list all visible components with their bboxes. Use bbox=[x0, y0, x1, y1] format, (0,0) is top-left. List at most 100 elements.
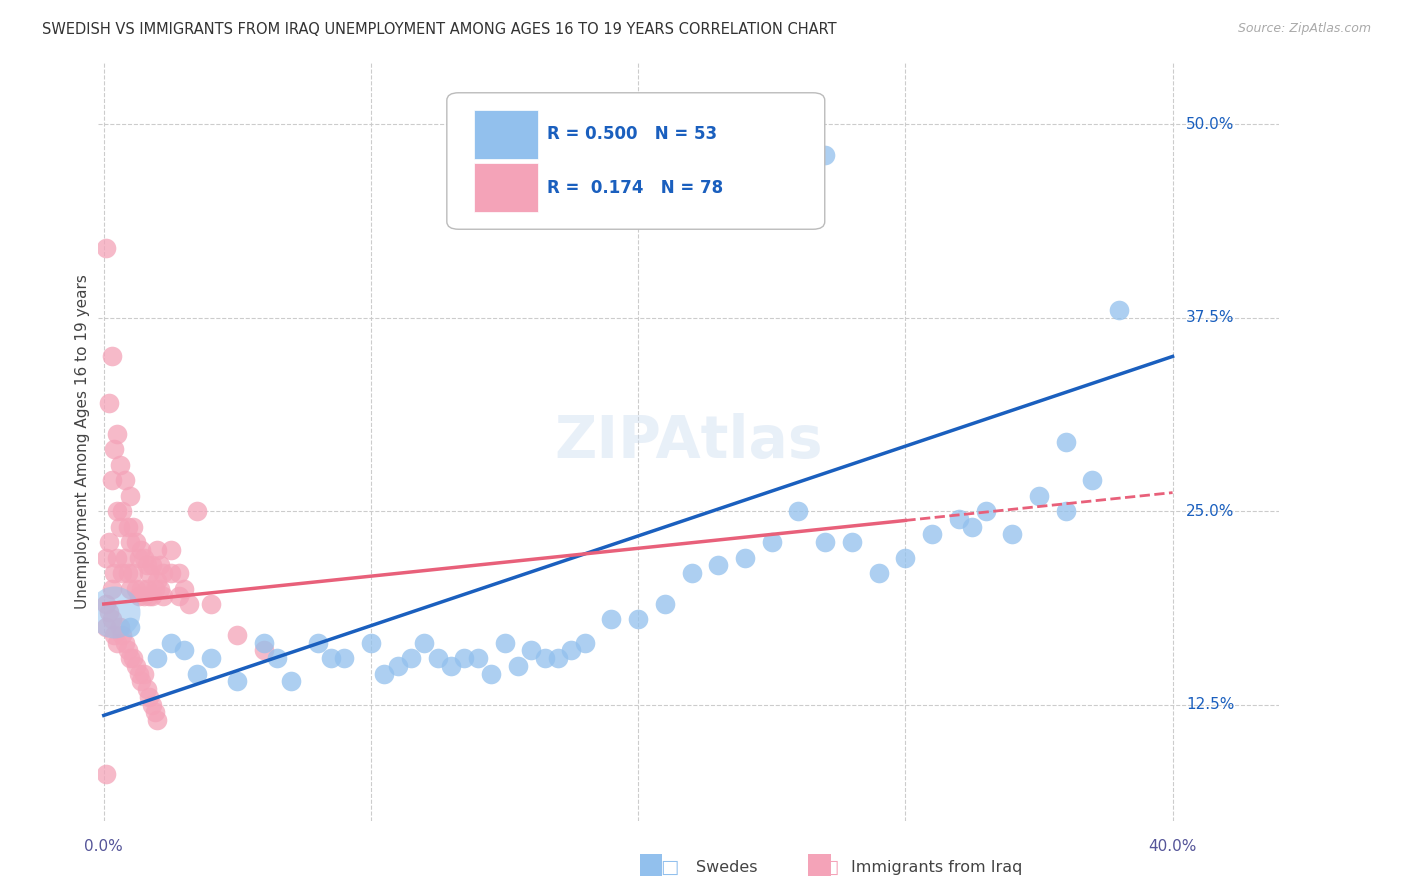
Point bbox=[200, 597, 222, 611]
Text: □: □ bbox=[820, 857, 839, 877]
Point bbox=[128, 666, 150, 681]
Point bbox=[143, 582, 166, 596]
Point bbox=[894, 550, 917, 565]
Point bbox=[146, 651, 169, 665]
Point bbox=[868, 566, 890, 580]
Point bbox=[253, 643, 276, 657]
Point bbox=[120, 620, 142, 634]
Text: Source: ZipAtlas.com: Source: ZipAtlas.com bbox=[1237, 22, 1371, 36]
Point bbox=[135, 682, 157, 697]
Point bbox=[152, 589, 174, 603]
Point bbox=[479, 666, 502, 681]
Point bbox=[96, 620, 118, 634]
Text: 50.0%: 50.0% bbox=[1185, 117, 1234, 132]
Point bbox=[159, 636, 181, 650]
Point bbox=[149, 582, 172, 596]
Point bbox=[138, 589, 160, 603]
Text: SWEDISH VS IMMIGRANTS FROM IRAQ UNEMPLOYMENT AMONG AGES 16 TO 19 YEARS CORRELATI: SWEDISH VS IMMIGRANTS FROM IRAQ UNEMPLOY… bbox=[42, 22, 837, 37]
Point bbox=[96, 597, 118, 611]
Point bbox=[122, 651, 145, 665]
Point bbox=[105, 426, 128, 441]
Point bbox=[103, 442, 125, 457]
Point bbox=[600, 612, 623, 626]
Point bbox=[101, 582, 124, 596]
Text: □: □ bbox=[659, 857, 679, 877]
Point bbox=[467, 651, 489, 665]
Point bbox=[654, 597, 676, 611]
Point bbox=[373, 666, 395, 681]
Y-axis label: Unemployment Among Ages 16 to 19 years: Unemployment Among Ages 16 to 19 years bbox=[75, 274, 90, 609]
Text: 12.5%: 12.5% bbox=[1185, 697, 1234, 712]
Point bbox=[98, 535, 121, 549]
Point bbox=[280, 674, 302, 689]
Text: Immigrants from Iraq: Immigrants from Iraq bbox=[851, 860, 1022, 874]
Point bbox=[149, 558, 172, 573]
Point bbox=[101, 350, 124, 364]
Point bbox=[111, 504, 134, 518]
Point bbox=[141, 558, 163, 573]
Point bbox=[128, 550, 150, 565]
Point bbox=[974, 504, 997, 518]
Point bbox=[152, 566, 174, 580]
Text: 25.0%: 25.0% bbox=[1185, 504, 1234, 518]
Point bbox=[1054, 504, 1077, 518]
Point bbox=[761, 535, 783, 549]
Point bbox=[146, 542, 169, 557]
Point bbox=[159, 566, 181, 580]
Point bbox=[105, 504, 128, 518]
Point bbox=[266, 651, 288, 665]
FancyBboxPatch shape bbox=[447, 93, 825, 229]
Point bbox=[105, 550, 128, 565]
Point bbox=[707, 558, 730, 573]
Point bbox=[1108, 303, 1130, 318]
Point bbox=[253, 636, 276, 650]
Point bbox=[117, 519, 139, 533]
Point bbox=[787, 504, 810, 518]
Point bbox=[114, 473, 136, 487]
Point bbox=[101, 473, 124, 487]
Point bbox=[560, 643, 582, 657]
Point bbox=[135, 582, 157, 596]
Point bbox=[167, 589, 190, 603]
Point bbox=[1081, 473, 1104, 487]
Point bbox=[96, 241, 118, 255]
Point bbox=[960, 519, 983, 533]
Point bbox=[125, 535, 148, 549]
Point bbox=[159, 542, 181, 557]
Text: R =  0.174   N = 78: R = 0.174 N = 78 bbox=[547, 178, 723, 196]
Point bbox=[307, 636, 329, 650]
FancyBboxPatch shape bbox=[474, 111, 537, 159]
Point bbox=[132, 666, 155, 681]
Point bbox=[125, 582, 148, 596]
Point bbox=[141, 589, 163, 603]
Text: ZIPAtlas: ZIPAtlas bbox=[554, 413, 824, 470]
Point bbox=[179, 597, 201, 611]
Point bbox=[426, 651, 449, 665]
Point bbox=[387, 659, 409, 673]
Point bbox=[120, 651, 142, 665]
Point bbox=[103, 628, 125, 642]
Text: 40.0%: 40.0% bbox=[1149, 839, 1197, 855]
Point bbox=[122, 519, 145, 533]
Point bbox=[143, 706, 166, 720]
Point bbox=[360, 636, 382, 650]
Point bbox=[574, 636, 596, 650]
Point bbox=[1028, 489, 1050, 503]
Point bbox=[440, 659, 463, 673]
Point bbox=[627, 612, 650, 626]
Point bbox=[135, 558, 157, 573]
Point bbox=[200, 651, 222, 665]
Point bbox=[167, 566, 190, 580]
Point bbox=[122, 566, 145, 580]
Point bbox=[319, 651, 342, 665]
Point bbox=[108, 620, 131, 634]
Point bbox=[533, 651, 555, 665]
FancyBboxPatch shape bbox=[474, 163, 537, 211]
Point bbox=[120, 535, 142, 549]
Point bbox=[117, 643, 139, 657]
Point bbox=[226, 674, 249, 689]
Point bbox=[173, 582, 195, 596]
Point bbox=[96, 550, 118, 565]
Point bbox=[520, 643, 543, 657]
Text: 0.0%: 0.0% bbox=[84, 839, 124, 855]
